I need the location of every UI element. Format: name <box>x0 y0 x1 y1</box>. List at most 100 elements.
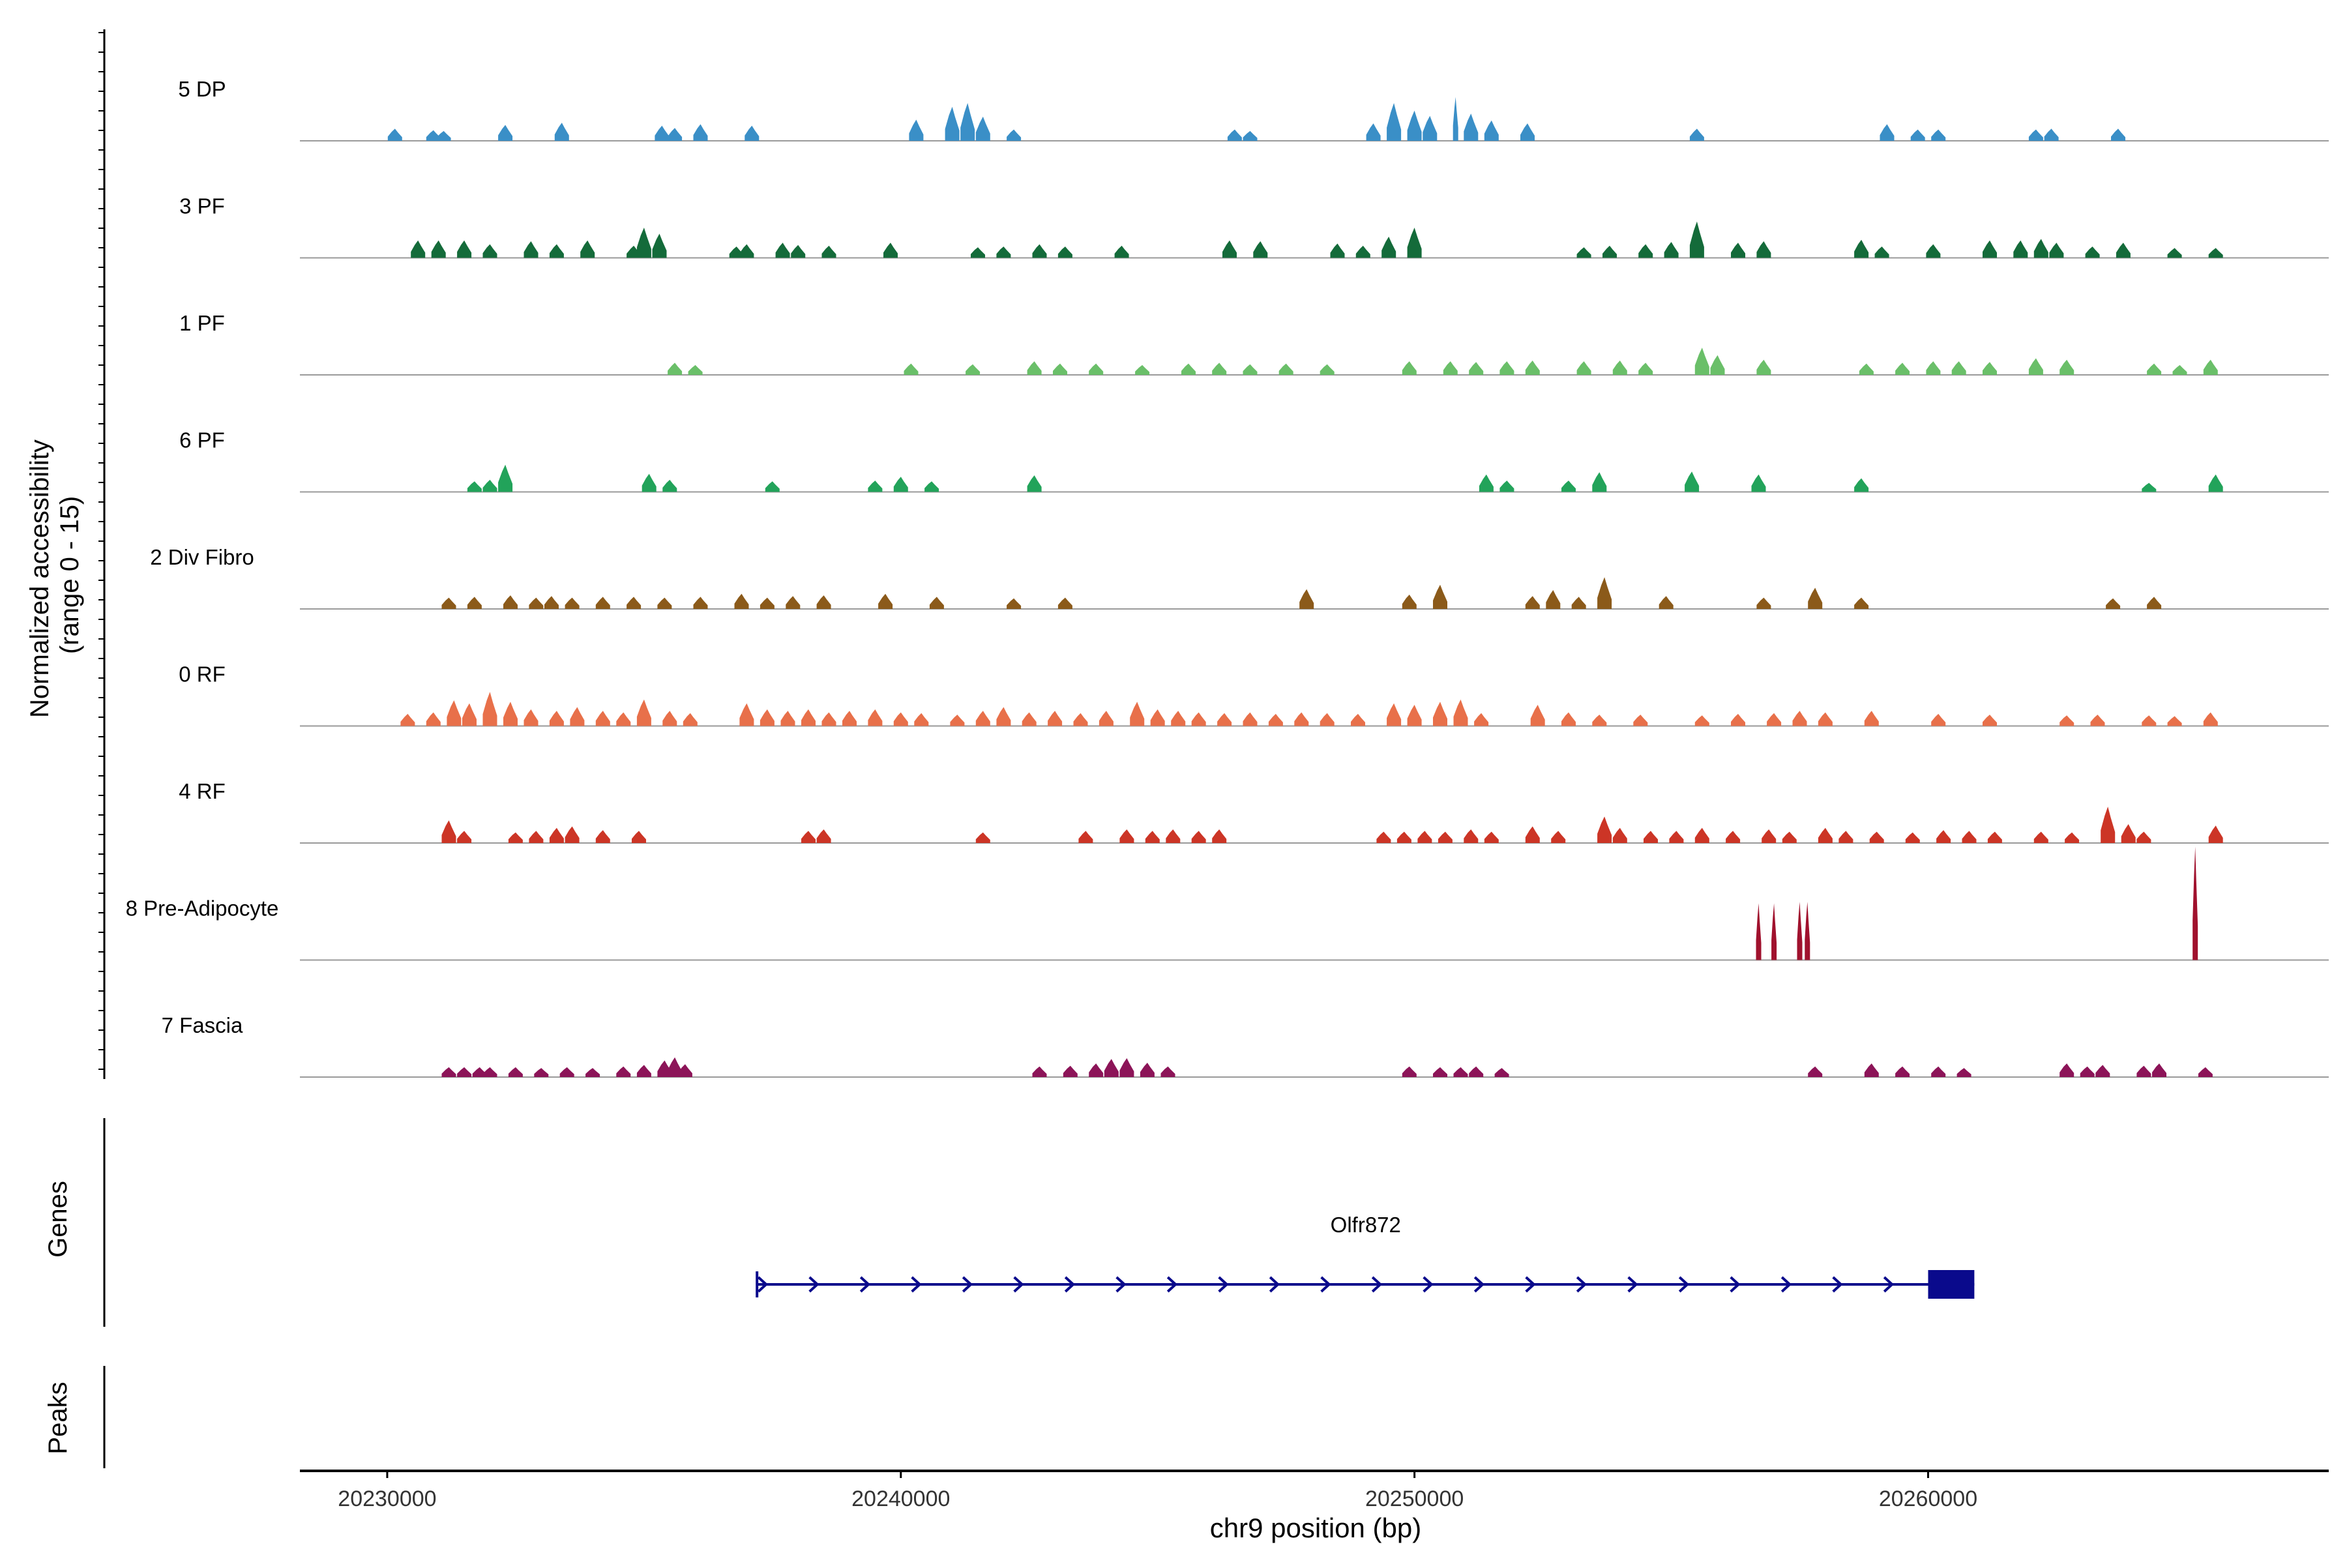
coverage-peak <box>1499 361 1514 375</box>
track-label: 5 DP <box>178 77 226 101</box>
coverage-peak <box>400 713 415 726</box>
coverage-peak <box>760 709 775 726</box>
coverage-peak <box>1751 474 1766 492</box>
coverage-peak <box>1983 715 1997 726</box>
coverage-peak <box>1520 123 1535 141</box>
coverage-peak <box>975 832 990 843</box>
coverage-peak <box>1926 244 1941 258</box>
coverage-peak <box>868 481 883 492</box>
track-label: 6 PF <box>179 428 225 452</box>
coverage-peak <box>627 597 642 609</box>
coverage-peak <box>1869 831 1884 843</box>
coverage-peak <box>1659 596 1674 609</box>
strand-arrow <box>1883 1276 1895 1293</box>
coverage-peak <box>975 116 990 141</box>
coverage-peak <box>1381 237 1396 258</box>
coverage-peak <box>996 707 1011 726</box>
track-label: 2 Div Fibro <box>150 545 254 569</box>
coverage-peak <box>1874 246 1889 258</box>
coverage-peak <box>1417 831 1432 843</box>
coverage-peak <box>1983 240 1997 258</box>
coverage-peak <box>2208 474 2223 492</box>
strand-arrow <box>808 1276 819 1293</box>
track: 0 RF <box>179 662 2329 727</box>
coverage-peak <box>1171 711 1186 726</box>
coverage-peak <box>1561 481 1576 492</box>
coverage-peak <box>1150 709 1165 726</box>
coverage-peak <box>1181 363 1196 375</box>
coverage-peak <box>1612 827 1627 843</box>
coverage-peak <box>1469 362 1484 375</box>
coverage-peak <box>1494 1068 1509 1077</box>
coverage-peak <box>1612 361 1627 375</box>
coverage-peak <box>595 711 610 726</box>
coverage-peak <box>652 233 667 258</box>
coverage-peak <box>801 709 816 726</box>
strand-arrow <box>859 1276 871 1293</box>
coverage-peak <box>1130 702 1145 726</box>
strand-arrow <box>1013 1276 1024 1293</box>
coverage-peak <box>1320 713 1335 726</box>
coverage-peak <box>2033 831 2048 843</box>
coverage-peak <box>1689 221 1704 258</box>
axis-layer: 20230000 20240000 20250000 20260000 <box>98 29 2329 1511</box>
coverage-peak <box>1191 712 1206 726</box>
coverage-peak <box>1854 478 1869 492</box>
coverage-peak <box>1664 242 1679 258</box>
coverage-peak <box>2116 243 2131 258</box>
coverage-peak <box>2136 1065 2151 1077</box>
coverage-peak <box>1479 474 1494 492</box>
coverage-peak <box>529 597 544 609</box>
coverage-peak <box>971 247 985 258</box>
coverage-peak <box>1694 715 1709 726</box>
x-tick-label: 20230000 <box>338 1487 436 1511</box>
coverage-peak <box>1818 827 1833 843</box>
gene-olfr872: Olfr872 <box>756 1213 1975 1299</box>
coverage-peak <box>655 125 670 141</box>
track: 3 PF <box>179 194 2329 259</box>
coverage-peak <box>642 473 657 492</box>
coverage-peak <box>1089 1063 1104 1077</box>
strand-arrow <box>1627 1276 1638 1293</box>
coverage-peak <box>1423 115 1438 141</box>
coverage-peak <box>945 106 960 141</box>
coverage-peak <box>1931 1066 1946 1077</box>
coverage-peak <box>1805 902 1810 960</box>
coverage-peak <box>1808 1066 1823 1077</box>
coverage-peak <box>1032 1066 1047 1077</box>
coverage-peak <box>508 1067 523 1077</box>
track: 4 RF <box>179 779 2329 844</box>
coverage-peak <box>683 713 698 726</box>
coverage-peak <box>1433 584 1447 609</box>
coverage-peak <box>2192 846 2198 960</box>
coverage-peak <box>2208 825 2223 843</box>
coverage-peak <box>462 703 477 726</box>
coverage-peak <box>503 702 518 726</box>
coverage-peak <box>1633 715 1648 726</box>
coverage-peak <box>1644 831 1658 843</box>
tracks-layer: 5 DP 3 PF 1 PF 6 PF 2 Div Fibro 0 RF 4 RF 8 Pre… <box>126 77 2329 1078</box>
coverage-peak <box>780 711 795 726</box>
coverage-peak <box>1433 702 1447 726</box>
coverage-peak <box>996 246 1011 258</box>
coverage-peak <box>816 829 831 843</box>
track-label: 1 PF <box>179 311 225 335</box>
coverage-peak <box>2059 359 2074 375</box>
coverage-peak <box>467 481 482 492</box>
coverage-peak <box>1983 362 1997 375</box>
coverage-peak <box>1027 475 1042 492</box>
coverage-peak <box>1602 245 1617 258</box>
coverage-peak <box>503 595 518 609</box>
x-axis-label: chr9 position (bp) <box>1210 1513 1422 1543</box>
coverage-peak <box>1243 712 1258 726</box>
coverage-peak <box>1710 355 1725 375</box>
coverage-peak <box>1433 1067 1447 1077</box>
coverage-peak <box>966 364 981 375</box>
coverage-peak <box>524 709 539 726</box>
coverage-peak <box>1351 713 1365 726</box>
strand-arrow <box>1423 1276 1434 1293</box>
coverage-peak <box>760 597 775 609</box>
coverage-peak <box>1905 832 1920 843</box>
